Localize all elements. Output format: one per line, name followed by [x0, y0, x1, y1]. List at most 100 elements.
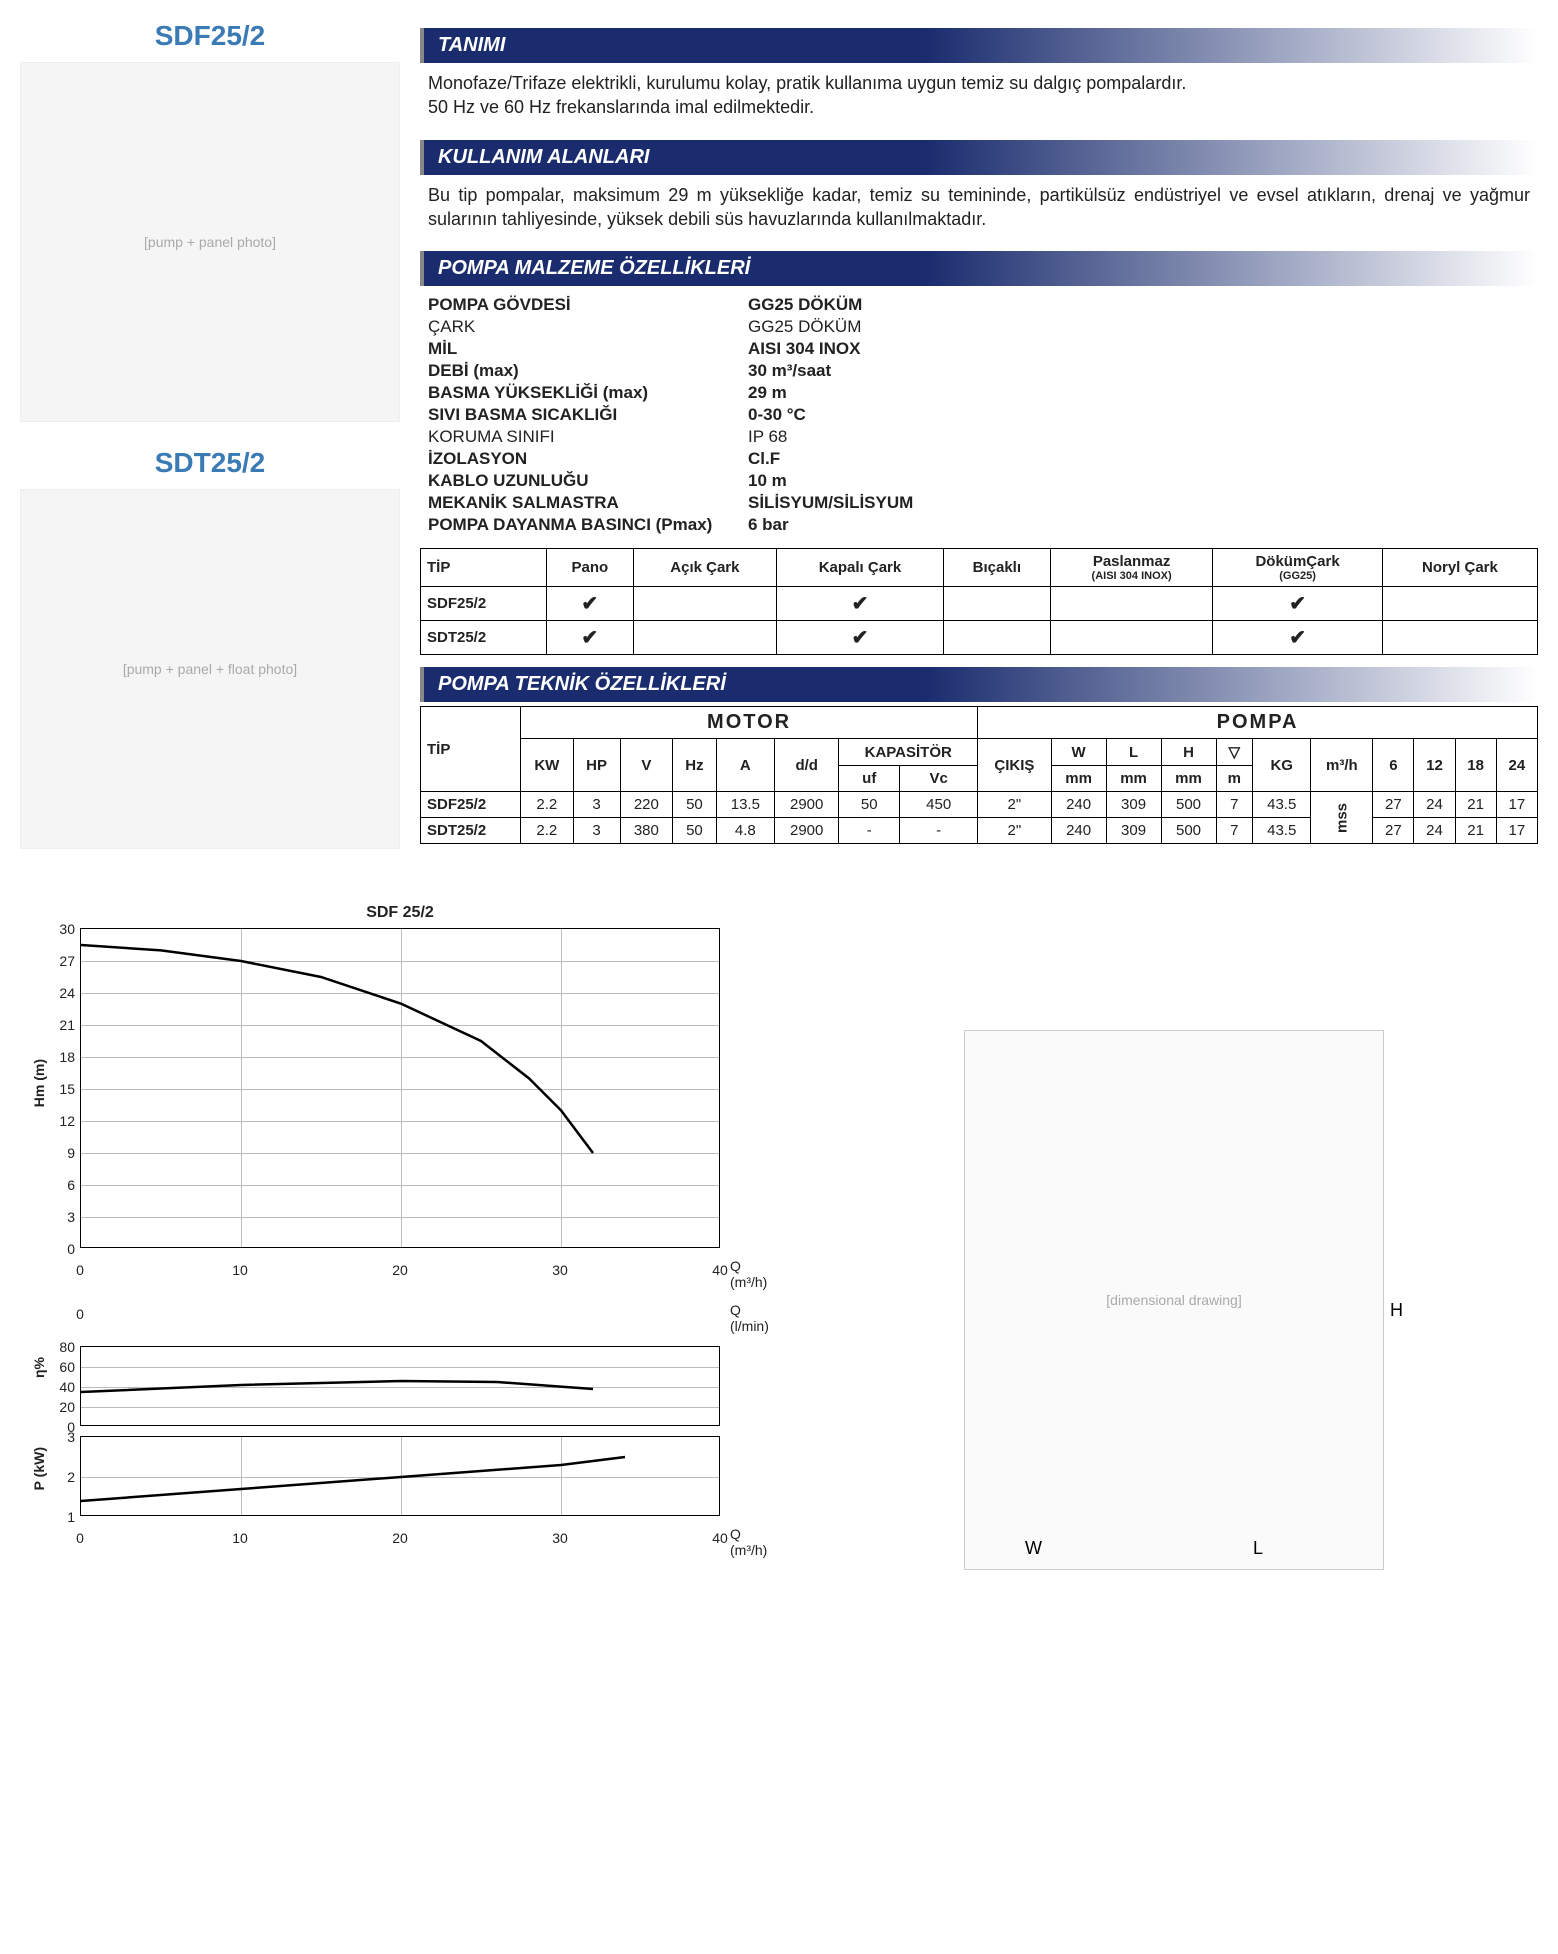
material-label: BASMA YÜKSEKLİĞİ (max) [428, 383, 748, 403]
tech-cell: 450 [900, 792, 978, 818]
y-tick: 3 [67, 1429, 81, 1445]
kullanim-header: KULLANIM ALANLARI [420, 140, 1538, 175]
material-label: İZOLASYON [428, 449, 748, 469]
technical-spec-table: TİPMOTORPOMPAKWHPVHzAd/dKAPASİTÖRÇIKIŞWL… [420, 706, 1538, 844]
tech-cell: 2" [978, 818, 1051, 844]
secondary-x-tick: 20 [392, 1526, 408, 1546]
y-tick: 2 [67, 1469, 81, 1485]
product-image-2: [pump + panel + float photo] [20, 489, 400, 849]
hm-chart-x2: 010203040Q (m³/h) [80, 1258, 720, 1282]
tech-cell: 500 [1161, 792, 1216, 818]
material-label: ÇARK [428, 317, 748, 337]
tech-row-name: SDT25/2 [421, 818, 521, 844]
x-axis-unit: Q (m³/h) [730, 1526, 767, 1558]
tech-head-cell: 24 [1414, 792, 1455, 818]
secondary-x-tick: 20 [392, 1258, 408, 1278]
product-image-1: [pump + panel photo] [20, 62, 400, 422]
y-tick: 21 [59, 1017, 81, 1033]
material-value: AISI 304 INOX [748, 339, 860, 359]
material-label: POMPA GÖVDESİ [428, 295, 748, 315]
tanimi-header: TANIMI [420, 28, 1538, 63]
tech-cell: 7 [1216, 818, 1252, 844]
material-value: Cl.F [748, 449, 780, 469]
y-tick: 30 [59, 921, 81, 937]
impeller-cell: ✔ [777, 621, 944, 655]
tech-cell: 220 [620, 792, 673, 818]
tech-cell: 2" [978, 792, 1051, 818]
impeller-cell [633, 621, 776, 655]
y-axis-label: P (kW) [31, 1447, 47, 1490]
material-label: SIVI BASMA SICAKLIĞI [428, 405, 748, 425]
y-tick: 3 [67, 1209, 81, 1225]
pkw-chart-x2: 010203040Q (m³/h) [80, 1526, 720, 1550]
tech-row-name: SDF25/2 [421, 792, 521, 818]
teknik-header: POMPA TEKNİK ÖZELLİKLERİ [420, 667, 1538, 702]
material-value: 10 m [748, 471, 787, 491]
tanimi-body: Monofaze/Trifaze elektrikli, kurulumu ko… [420, 67, 1538, 132]
mss-label: mss [1311, 792, 1373, 844]
material-value: GG25 DÖKÜM [748, 317, 861, 337]
dim-label-h: H [1390, 1300, 1403, 1321]
tech-cell: 309 [1106, 792, 1161, 818]
impeller-row-name: SDT25/2 [421, 621, 547, 655]
material-value: SİLİSYUM/SİLİSYUM [748, 493, 913, 513]
impeller-cell [1050, 587, 1212, 621]
tech-head-cell: 17 [1496, 792, 1537, 818]
dimensional-drawing-area: [dimensional drawing] W L H [810, 904, 1538, 1570]
tech-cell: 500 [1161, 818, 1216, 844]
secondary-x-tick: 30 [552, 1526, 568, 1546]
y-tick: 12 [59, 1113, 81, 1129]
material-value: 29 m [748, 383, 787, 403]
y-axis-label: Hm (m) [31, 1059, 47, 1107]
tech-cell: 240 [1051, 792, 1106, 818]
material-value: 30 m³/saat [748, 361, 831, 381]
material-label: MİL [428, 339, 748, 359]
secondary-x-tick: 0 [76, 1302, 84, 1322]
impeller-cell [1382, 621, 1537, 655]
tech-cell: 4.8 [716, 818, 774, 844]
tech-head-cell: 27 [1373, 792, 1414, 818]
tech-cell: 2.2 [521, 818, 574, 844]
tech-cell: 50 [673, 792, 716, 818]
impeller-cell: ✔ [546, 621, 633, 655]
material-value: GG25 DÖKÜM [748, 295, 862, 315]
y-tick: 18 [59, 1049, 81, 1065]
y-tick: 6 [67, 1177, 81, 1193]
kullanim-body: Bu tip pompalar, maksimum 29 m yüksekliğ… [420, 179, 1538, 244]
tech-cell: 3 [573, 792, 620, 818]
y-tick: 1 [67, 1509, 81, 1525]
secondary-x-tick: 0 [76, 1258, 84, 1278]
impeller-cell: ✔ [1213, 621, 1383, 655]
y-tick: 15 [59, 1081, 81, 1097]
tech-cell: 2.2 [521, 792, 574, 818]
pkw-chart: 123P (kW) [80, 1436, 720, 1516]
y-tick: 27 [59, 953, 81, 969]
material-label: DEBİ (max) [428, 361, 748, 381]
tech-cell: 3 [573, 818, 620, 844]
tech-cell: 2900 [775, 818, 839, 844]
tech-cell: - [839, 818, 900, 844]
performance-charts: SDF 25/2 036912151821242730Hm (m) 010203… [20, 904, 780, 1570]
y-tick: 0 [67, 1241, 81, 1257]
impeller-cell: ✔ [777, 587, 944, 621]
malzeme-header: POMPA MALZEME ÖZELLİKLERİ [420, 251, 1538, 286]
secondary-x-tick: 40 [712, 1258, 728, 1278]
tech-cell: 50 [673, 818, 716, 844]
product-images-column: SDF25/2 [pump + panel photo] SDT25/2 [pu… [20, 20, 400, 874]
y-tick: 80 [59, 1339, 81, 1355]
tech-cell: 309 [1106, 818, 1161, 844]
tech-cell: 240 [1051, 818, 1106, 844]
tech-cell: - [900, 818, 978, 844]
material-label: MEKANİK SALMASTRA [428, 493, 748, 513]
tech-cell: 13.5 [716, 792, 774, 818]
tech-cell: 7 [1216, 792, 1252, 818]
y-axis-label: η% [31, 1357, 47, 1378]
impeller-cell [943, 587, 1050, 621]
dimensional-drawing: [dimensional drawing] W L H [964, 1030, 1384, 1570]
secondary-x-tick: 0 [76, 1526, 84, 1546]
tech-cell: 2900 [775, 792, 839, 818]
y-tick: 9 [67, 1145, 81, 1161]
impeller-row-name: SDF25/2 [421, 587, 547, 621]
material-label: KORUMA SINIFI [428, 427, 748, 447]
x-axis-unit: Q (m³/h) [730, 1258, 767, 1290]
